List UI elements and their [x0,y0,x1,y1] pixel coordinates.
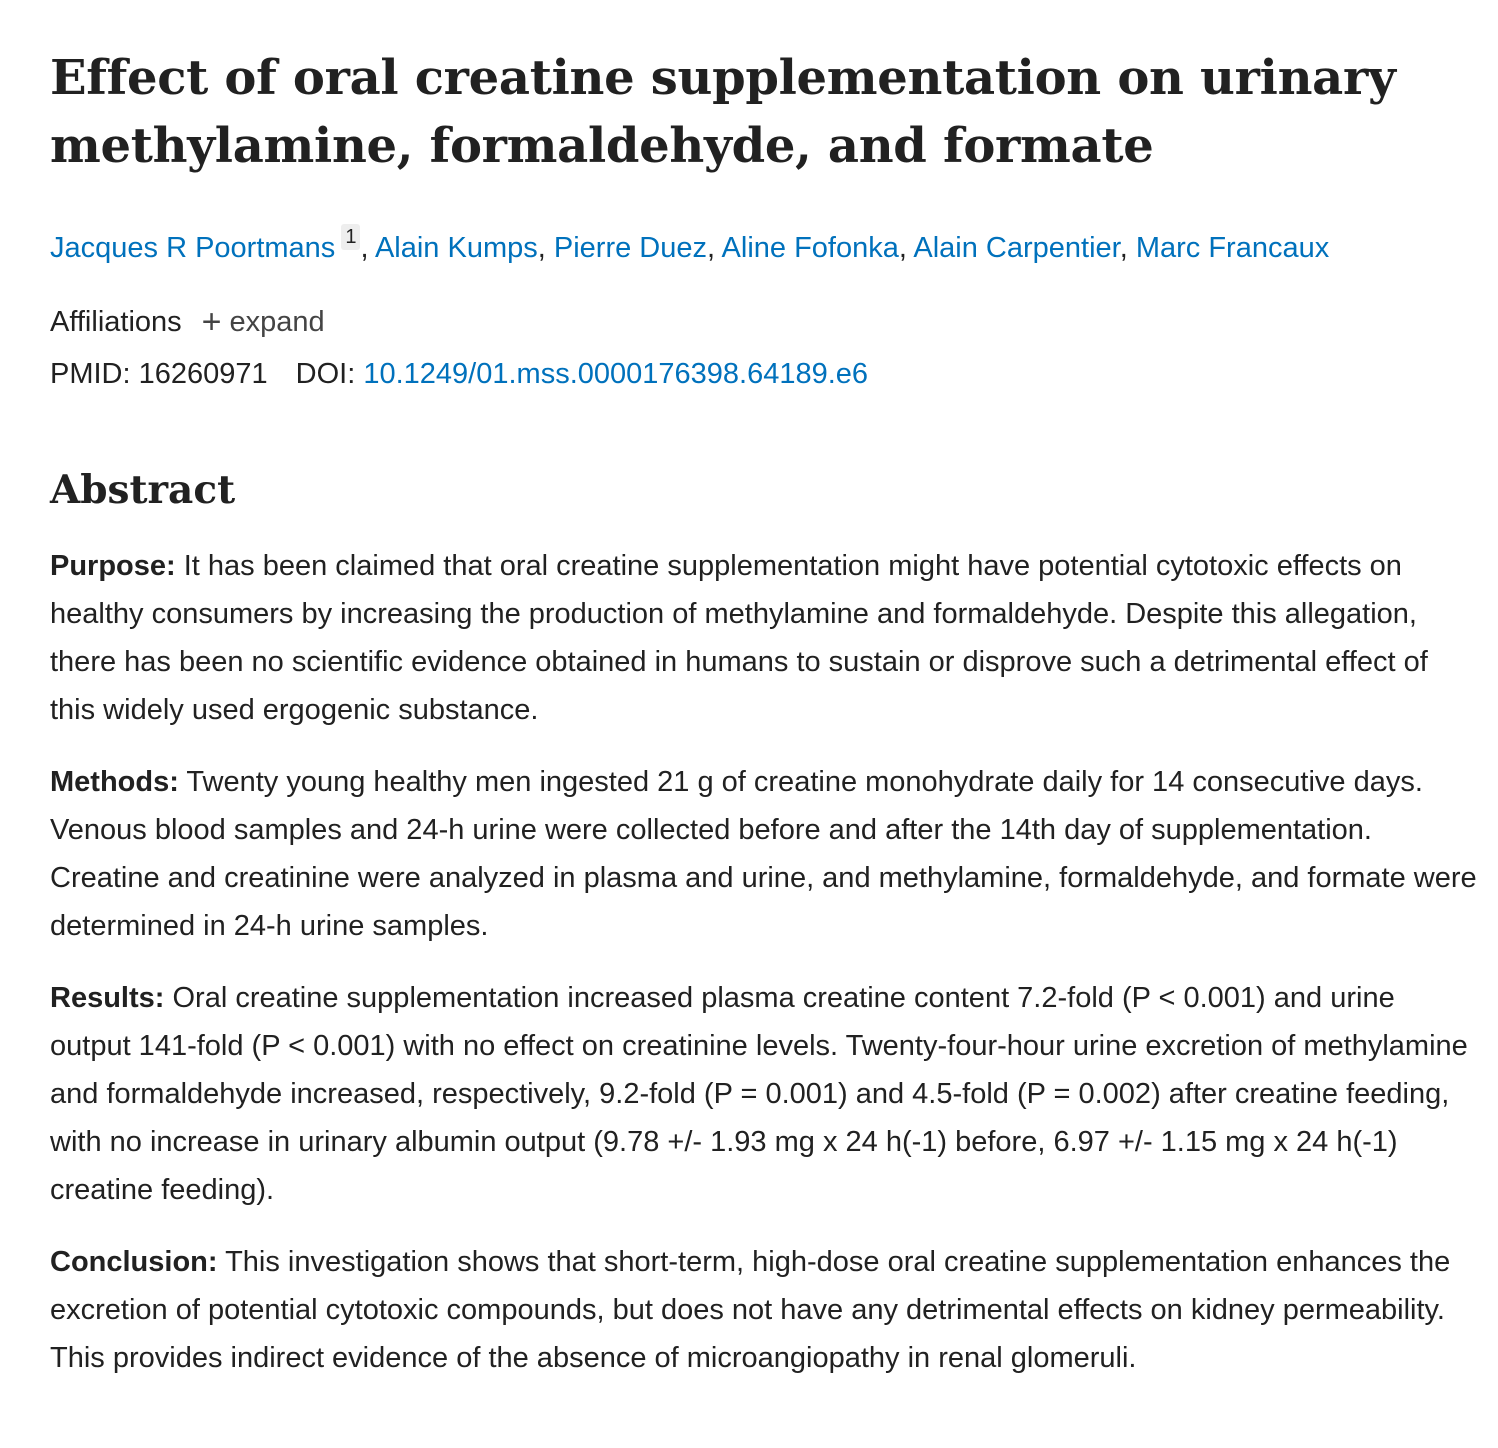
abstract-heading: Abstract [50,467,236,513]
author-separator: , [898,232,914,264]
abstract-results: Results: Oral creatine supplementation i… [50,974,1480,1214]
author-link-fofonka[interactable]: Aline Fofonka [721,232,899,264]
affiliations-expand-button[interactable]: + expand [202,303,325,341]
author-link-francaux[interactable]: Marc Francaux [1135,232,1330,264]
section-text-results: Oral creatine supplementation increased … [50,982,1468,1206]
article-title: Effect of oral creatine supplementation … [50,50,1396,174]
section-text-methods: Twenty young healthy men ingested 21 g o… [50,766,1477,942]
author-link-duez[interactable]: Pierre Duez [553,232,708,264]
author-separator: , [707,232,722,264]
expand-label: expand [229,306,325,338]
author-separator: , [537,232,554,264]
affiliations-row: Affiliations + expand [50,300,325,342]
identifiers-row: PMID: 16260971 DOI: 10.1249/01.mss.000017… [50,354,868,394]
section-label-conclusion: Conclusion: [50,1246,218,1278]
doi-link[interactable]: 10.1249/01.mss.0000176398.64189.e6 [363,358,869,390]
abstract-methods: Methods: Twenty young healthy men ingest… [50,758,1480,950]
section-text-conclusion: This investigation shows that short-term… [50,1246,1451,1374]
section-label-results: Results: [50,982,165,1014]
author-link-carpentier[interactable]: Alain Carpentier [913,232,1120,264]
author-list: Jacques R Poortmans 1, Alain Kumps, Pierr… [50,224,1490,270]
doi-label: DOI: [295,358,356,390]
author-separator: , [360,232,375,264]
abstract-purpose: Purpose: It has been claimed that oral c… [50,542,1480,734]
section-text-purpose: It has been claimed that oral creatine s… [50,550,1428,726]
pmid-value: 16260971 [138,358,268,390]
section-label-purpose: Purpose: [50,550,176,582]
pmid-label: PMID: [50,358,131,390]
author-link-kumps[interactable]: Alain Kumps [374,232,538,264]
affiliation-ref-badge[interactable]: 1 [341,224,361,250]
section-label-methods: Methods: [50,766,179,798]
affiliations-label: Affiliations [50,306,182,338]
author-separator: , [1119,232,1136,264]
author-link-poortmans[interactable]: Jacques R Poortmans [50,232,336,264]
abstract-conclusion: Conclusion: This investigation shows tha… [50,1238,1480,1382]
plus-icon: + [201,303,222,341]
